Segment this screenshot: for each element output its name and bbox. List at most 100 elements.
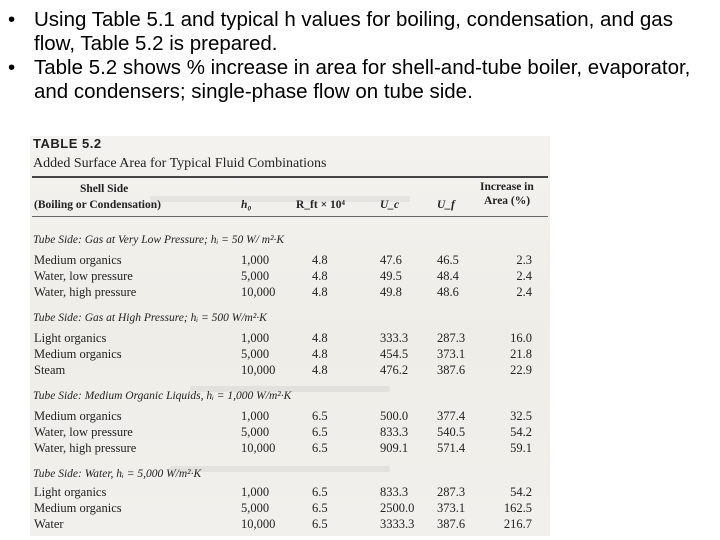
table-label: TABLE 5.2 [33,136,102,151]
cell-uc: 49.8 [380,285,402,299]
header-rft: R_ft × 10⁴ [296,199,345,211]
cell-ho: 1,000 [241,485,270,499]
cell-ho: 5,000 [241,347,270,361]
cell-increase: 21.8 [510,347,532,361]
cell-uc: 3333.3 [380,517,415,531]
table-row: Water, low pressure 5,000 4.8 49.5 48.4 … [30,268,550,284]
cell-increase: 32.5 [510,409,532,423]
cell-rft: 6.5 [312,517,328,531]
cell-uc: 454.5 [380,347,409,361]
section-title: Tube Side: Gas at Very Low Pressure; hᵢ … [33,234,285,246]
cell-fluid: Light organics [34,485,107,499]
scan-texture [150,196,410,202]
bullet-item: • Using Table 5.1 and typical h values f… [8,8,708,56]
cell-ho: 5,000 [241,269,270,283]
table-image: TABLE 5.2 Added Surface Area for Typical… [30,136,550,536]
cell-uc: 500.0 [380,409,409,423]
cell-ho: 10,000 [241,363,276,377]
table-row: Water 10,000 6.5 3333.3 387.6 216.7 [30,516,550,532]
cell-rft: 4.8 [312,331,328,345]
cell-uf: 387.6 [437,517,466,531]
cell-increase: 59.1 [510,441,532,455]
cell-fluid: Medium organics [34,501,122,515]
cell-uc: 49.5 [380,269,402,283]
cell-rft: 4.8 [312,347,328,361]
cell-uc: 476.2 [380,363,409,377]
cell-uf: 373.1 [437,347,466,361]
cell-increase: 162.5 [503,501,532,515]
header-bottom-rule [32,216,548,217]
section-title: Tube Side: Gas at High Pressure; hᵢ = 50… [33,312,267,324]
cell-fluid: Water, high pressure [34,285,137,299]
cell-ho: 10,000 [241,441,276,455]
cell-uc: 47.6 [380,253,402,267]
cell-fluid: Light organics [34,331,107,345]
cell-rft: 6.5 [312,441,328,455]
bullet-item: • Table 5.2 shows % increase in area for… [8,56,708,104]
header-increase: Increase in [480,181,534,193]
cell-ho: 10,000 [241,285,276,299]
cell-fluid: Water [34,517,64,531]
header-shell-side-sub: (Boiling or Condensation) [34,199,161,211]
bullet-text: Table 5.2 shows % increase in area for s… [34,56,691,103]
cell-fluid: Medium organics [34,347,122,361]
table-row: Medium organics 5,000 4.8 454.5 373.1 21… [30,346,550,362]
cell-uc: 2500.0 [380,501,415,515]
cell-uc: 333.3 [380,331,409,345]
cell-increase: 54.2 [510,485,532,499]
section-title: Tube Side: Water, hᵢ = 5,000 W/m²·K [33,468,202,480]
table-row: Medium organics 5,000 6.5 2500.0 373.1 1… [30,500,550,516]
cell-uf: 48.4 [437,269,459,283]
cell-increase: 2.4 [516,285,532,299]
cell-rft: 4.8 [312,269,328,283]
cell-fluid: Medium organics [34,409,122,423]
header-increase-sub: Area (%) [484,195,531,207]
scan-texture [170,466,390,472]
bullet-text: Using Table 5.1 and typical h values for… [34,8,673,55]
cell-ho: 5,000 [241,501,270,515]
cell-uf: 571.4 [437,441,466,455]
bullet-marker: • [8,8,16,31]
header-uf: U_f [437,199,455,211]
cell-increase: 216.7 [503,517,532,531]
cell-ho: 1,000 [241,331,270,345]
table-row: Medium organics 1,000 4.8 47.6 46.5 2.3 [30,252,550,268]
table-row: Water, low pressure 5,000 6.5 833.3 540.… [30,424,550,440]
section-title: Tube Side: Medium Organic Liquids, hᵢ = … [33,390,292,402]
table-row: Light organics 1,000 4.8 333.3 287.3 16.… [30,330,550,346]
header-top-rule [32,176,548,178]
table-row: Steam 10,000 4.8 476.2 387.6 22.9 [30,362,550,378]
cell-rft: 4.8 [312,285,328,299]
scan-texture [190,386,390,392]
cell-fluid: Medium organics [34,253,122,267]
cell-rft: 4.8 [312,363,328,377]
cell-uf: 287.3 [437,485,466,499]
cell-ho: 1,000 [241,409,270,423]
cell-ho: 10,000 [241,517,276,531]
cell-fluid: Steam [34,363,66,377]
cell-uf: 387.6 [437,363,466,377]
cell-uf: 48.6 [437,285,459,299]
cell-increase: 22.9 [510,363,532,377]
cell-increase: 2.4 [516,269,532,283]
cell-uf: 373.1 [437,501,466,515]
cell-rft: 6.5 [312,501,328,515]
bullet-list: • Using Table 5.1 and typical h values f… [8,8,708,104]
cell-uc: 833.3 [380,425,409,439]
cell-increase: 16.0 [510,331,532,345]
cell-uf: 540.5 [437,425,466,439]
cell-increase: 54.2 [510,425,532,439]
table-row: Water, high pressure 10,000 4.8 49.8 48.… [30,284,550,300]
cell-increase: 2.3 [516,253,532,267]
cell-ho: 1,000 [241,253,270,267]
cell-rft: 6.5 [312,485,328,499]
header-ho: h₀ [241,199,252,211]
cell-uc: 909.1 [380,441,409,455]
cell-rft: 4.8 [312,253,328,267]
cell-fluid: Water, low pressure [34,425,133,439]
cell-ho: 5,000 [241,425,270,439]
cell-rft: 6.5 [312,409,328,423]
cell-fluid: Water, high pressure [34,441,137,455]
cell-fluid: Water, low pressure [34,269,133,283]
header-shell-side: Shell Side [80,183,129,195]
